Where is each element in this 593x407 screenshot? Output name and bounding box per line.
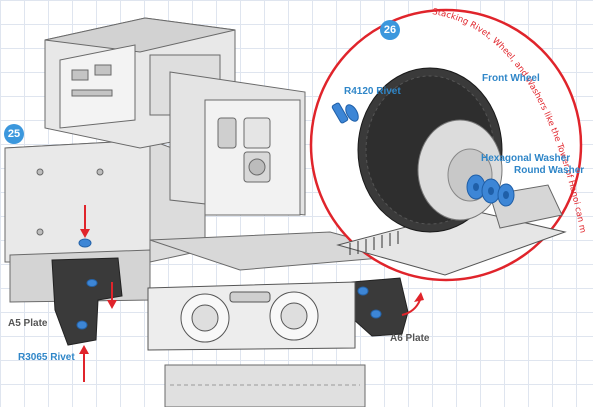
red-arrows bbox=[79, 205, 424, 382]
robot-body bbox=[4, 17, 416, 407]
label-r4120-rivet: R4120 Rivet bbox=[344, 86, 401, 97]
zoom-detail bbox=[309, 8, 583, 282]
a5-plate-bracket bbox=[51, 257, 123, 346]
label-front-wheel: Front Wheel bbox=[482, 73, 540, 84]
label-hexagonal-washer: Hexagonal Washer bbox=[481, 153, 571, 164]
label-a5-plate: A5 Plate bbox=[8, 318, 48, 329]
label-a6-plate: A6 Plate bbox=[390, 333, 430, 344]
label-r3065-rivet: R3065 Rivet bbox=[18, 352, 75, 363]
r4120-rivet bbox=[331, 102, 359, 124]
blue-rivets bbox=[76, 238, 382, 330]
step-25-badge: 25 bbox=[4, 124, 24, 144]
label-round-washer: Round Washer bbox=[514, 165, 585, 176]
step-26-badge: 26 bbox=[380, 20, 400, 40]
a6-plate-bracket bbox=[351, 277, 409, 337]
ultrasonic-sensor bbox=[147, 281, 356, 351]
